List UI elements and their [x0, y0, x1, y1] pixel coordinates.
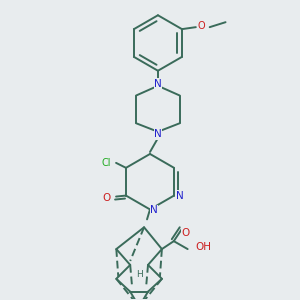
- Text: O: O: [182, 228, 190, 238]
- Text: OH: OH: [196, 242, 211, 252]
- Text: N: N: [176, 190, 184, 201]
- Text: O: O: [198, 21, 206, 31]
- Text: N: N: [150, 206, 158, 215]
- Text: Cl: Cl: [101, 158, 111, 168]
- Text: N: N: [154, 79, 162, 88]
- Text: O: O: [102, 193, 110, 202]
- Text: N: N: [154, 129, 162, 139]
- Text: H: H: [136, 270, 142, 279]
